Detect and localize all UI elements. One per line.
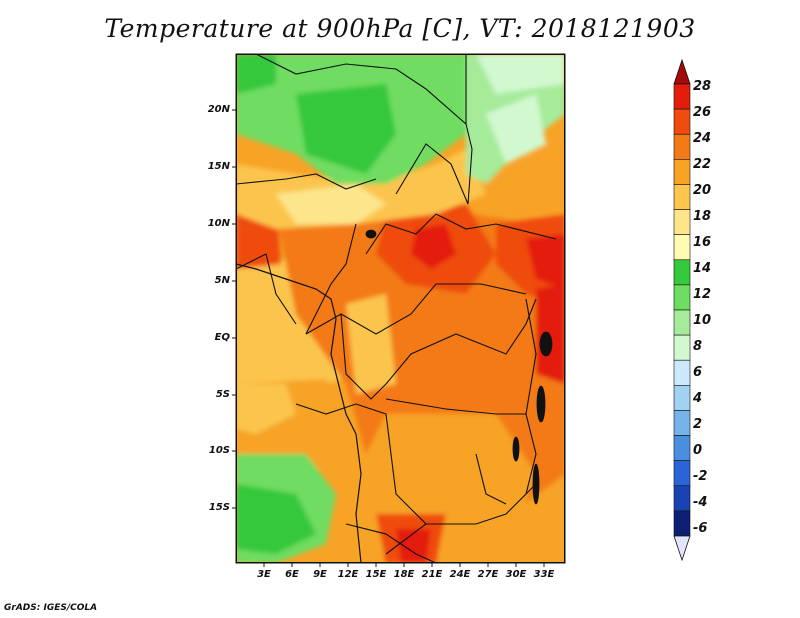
colorbar-swatch	[673, 410, 691, 436]
x-tick-label-12e: 12E	[337, 569, 359, 580]
colorbar-label-10: 10	[693, 313, 712, 328]
colorbar-swatch	[673, 83, 691, 110]
colorbar-label-minus-4: -4	[693, 495, 708, 510]
x-tick-label-24e: 24E	[449, 569, 471, 580]
colorbar-label-18: 18	[693, 209, 712, 224]
chart-title: Temperature at 900hPa [C], VT: 201812190…	[104, 14, 696, 43]
y-tick-label-10n: 10N	[207, 218, 230, 229]
colorbar-swatch	[673, 485, 691, 512]
x-tick-label-15e: 15E	[365, 569, 387, 580]
colorbar-swatch	[673, 309, 691, 336]
y-tick-label-eq: EQ	[214, 332, 230, 343]
colorbar-swatch	[673, 159, 691, 185]
colorbar-swatch	[673, 184, 691, 210]
colorbar-swatch	[673, 133, 691, 160]
x-tick-label-18e: 18E	[393, 569, 415, 580]
y-tick-label-10s: 10S	[208, 445, 230, 456]
colorbar-label-8: 8	[693, 339, 703, 354]
colorbar-label-16: 16	[693, 235, 712, 250]
y-tick-label-5s: 5S	[215, 389, 230, 400]
x-tick-marks	[263, 563, 545, 567]
colorbar-swatch	[673, 435, 691, 461]
y-tick-label-20n: 20N	[207, 104, 230, 115]
colorbar-bottom-arrow	[673, 535, 691, 562]
colorbar-label-20: 20	[693, 183, 712, 198]
colorbar-label-minus-6: -6	[693, 521, 708, 536]
colorbar-label-minus-2: -2	[693, 469, 708, 484]
colorbar-swatch	[673, 234, 691, 261]
colorbar-swatch	[673, 460, 691, 487]
y-tick-label-15n: 15N	[207, 161, 230, 172]
colorbar-label-6: 6	[693, 365, 703, 380]
colorbar-label-12: 12	[693, 287, 712, 302]
colorbar-swatch	[673, 510, 691, 537]
colorbar-swatch	[673, 385, 691, 411]
colorbar-swatch	[673, 209, 691, 235]
colorbar-label-14: 14	[693, 261, 712, 276]
colorbar-swatch	[673, 359, 691, 386]
colorbar-top-arrow	[673, 58, 691, 85]
colorbar-label-26: 26	[693, 105, 712, 120]
x-tick-label-33e: 33E	[533, 569, 555, 580]
colorbar-swatch	[673, 108, 691, 135]
colorbar-swatch	[673, 334, 691, 361]
colorbar-label-22: 22	[693, 157, 712, 172]
colorbar	[673, 58, 691, 562]
colorbar-swatch	[673, 284, 691, 311]
colorbar-label-0: 0	[693, 443, 703, 458]
x-tick-label-9e: 9E	[313, 569, 327, 580]
y-tick-label-5n: 5N	[214, 275, 230, 286]
y-tick-label-15s: 15S	[208, 502, 230, 513]
x-tick-label-21e: 21E	[421, 569, 443, 580]
x-tick-label-6e: 6E	[285, 569, 299, 580]
colorbar-swatch	[673, 259, 691, 286]
x-tick-label-27e: 27E	[477, 569, 499, 580]
grads-credit: GrADS: IGES/COLA	[4, 603, 98, 613]
x-tick-label-30e: 30E	[505, 569, 527, 580]
temperature-map	[236, 54, 565, 563]
colorbar-label-24: 24	[693, 131, 712, 146]
colorbar-label-2: 2	[693, 417, 703, 432]
colorbar-label-4: 4	[693, 391, 703, 406]
colorbar-label-28: 28	[693, 79, 712, 94]
x-tick-label-3e: 3E	[257, 569, 271, 580]
